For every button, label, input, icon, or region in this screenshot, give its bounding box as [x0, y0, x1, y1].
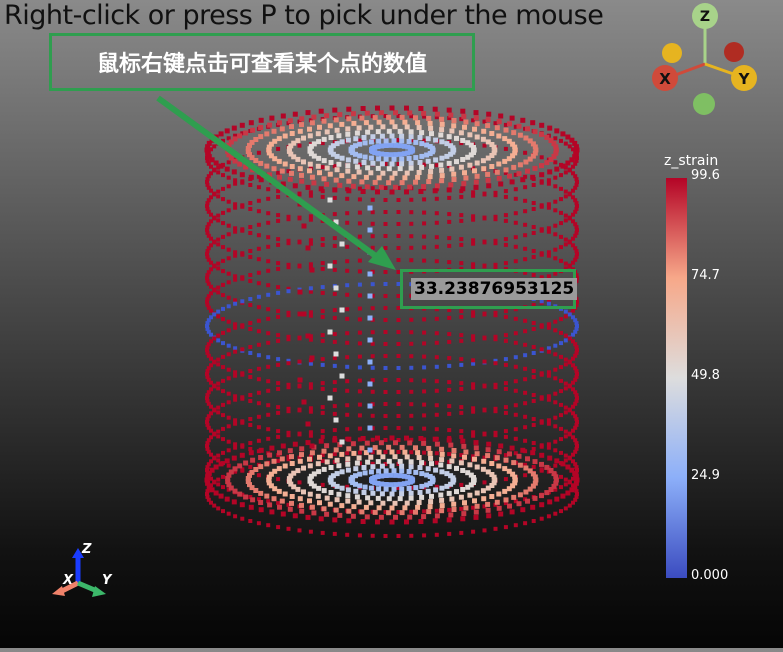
- pick-hint-text: Right-click or press P to pick under the…: [4, 0, 604, 31]
- scalar-bar-title: z_strain: [664, 153, 719, 169]
- y-axis-label: Y: [738, 70, 751, 88]
- x-axis-label: X: [659, 70, 671, 88]
- scalar-bar-tick-max: 99.6: [691, 168, 720, 183]
- annotation-text: 鼠标右键点击可查看某个点的数值: [96, 52, 427, 77]
- scalar-bar-tick-75: 74.7: [691, 268, 720, 283]
- scalar-bar: [666, 178, 687, 578]
- picked-value-label: 33.23876953125: [411, 278, 578, 300]
- neg-y-sphere[interactable]: [662, 43, 682, 63]
- y-axis-sphere[interactable]: [731, 65, 757, 91]
- neg-z-sphere[interactable]: [693, 93, 715, 115]
- picked-value-box: 33.23876953125: [400, 269, 578, 309]
- neg-x-sphere[interactable]: [724, 42, 744, 62]
- annotation-box: 鼠标右键点击可查看某个点的数值: [49, 33, 475, 91]
- z-axis-sphere[interactable]: [692, 3, 718, 29]
- x-axis-sphere[interactable]: [652, 65, 678, 91]
- scalar-bar-tick-50: 49.8: [691, 368, 720, 383]
- scalar-bar-tick-min: 0.000: [691, 568, 729, 583]
- scalar-bar-tick-25: 24.9: [691, 468, 720, 483]
- z-axis-label: Z: [700, 9, 710, 25]
